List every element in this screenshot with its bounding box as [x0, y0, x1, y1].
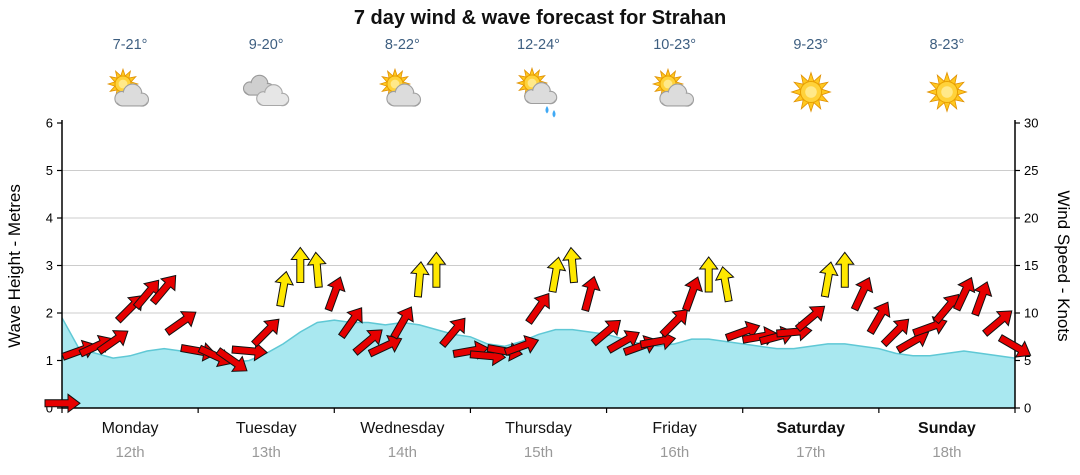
wind-arrow [546, 256, 567, 293]
weather-icon-sun-cloud [651, 67, 694, 107]
wind-arrow [503, 335, 540, 357]
weather-icon-sun [926, 71, 968, 113]
right-axis-tick-label: 20 [1024, 211, 1038, 226]
wind-arrow [290, 246, 311, 283]
weather-icon-sun [790, 71, 832, 113]
left-axis-tick-label: 3 [46, 258, 53, 273]
wind-arrow [581, 275, 601, 312]
day-temperature: 9-20° [248, 37, 284, 53]
left-axis-tick-label: 2 [46, 306, 53, 321]
left-axis-tick-label: 5 [46, 163, 53, 178]
right-axis-tick-label: 30 [1024, 116, 1038, 131]
wind-arrow [794, 305, 826, 333]
left-axis-tick-label: 0 [46, 401, 53, 416]
wind-arrow [215, 347, 248, 372]
wind-arrow [818, 261, 839, 298]
day-date: 13th [251, 444, 281, 461]
weather-icon-sun-cloud-rain [515, 66, 557, 118]
wind-arrow [426, 251, 447, 288]
wind-arrow [231, 341, 268, 362]
wind-arrow [337, 307, 363, 340]
wind-arrow [367, 334, 403, 358]
day-name: Tuesday [235, 420, 297, 437]
day-name: Friday [652, 420, 697, 437]
day-temperature: 12-24° [517, 37, 560, 53]
left-axis-tick-label: 6 [46, 116, 53, 131]
day-temperature: 10-23° [653, 37, 697, 53]
right-axis-tick-label: 5 [1024, 353, 1031, 368]
left-axis-tick-label: 4 [46, 211, 53, 226]
wind-arrow [390, 306, 414, 340]
day-date: 16th [660, 444, 690, 461]
wind-arrow [149, 274, 177, 306]
wave-height-area [62, 317, 1015, 408]
wind-arrow [306, 251, 327, 289]
weather-icon-clouds [243, 74, 290, 107]
wind-arrow [164, 311, 197, 336]
weather-icon-sun-cloud [106, 67, 150, 107]
wind-arrow [834, 251, 855, 288]
right-axis-tick-label: 0 [1024, 401, 1031, 416]
wind-arrow [250, 318, 280, 348]
right-axis-tick-label: 10 [1024, 306, 1038, 321]
wind-arrow [274, 270, 295, 308]
wind-arrow [324, 276, 346, 312]
wind-arrow [982, 310, 1013, 337]
wind-arrow [96, 330, 129, 355]
day-name: Sunday [918, 420, 976, 437]
day-temperature: 8-22° [384, 37, 420, 53]
wind-arrow [132, 279, 160, 310]
wind-arrow [698, 256, 719, 293]
wind-arrow [850, 276, 874, 312]
wind-arrow [952, 276, 976, 312]
wind-arrow [439, 317, 466, 348]
wind-arrow [681, 276, 703, 312]
right-axis-tick-label: 15 [1024, 258, 1038, 273]
day-temperature: 9-23° [793, 37, 829, 53]
day-name: Wednesday [360, 420, 445, 437]
day-name: Monday [101, 420, 159, 437]
wind-arrow [880, 318, 910, 348]
wind-arrow [409, 261, 430, 298]
wind-arrow [971, 281, 993, 317]
chart-title: 7 day wind & wave forecast for Strahan [353, 7, 727, 29]
day-name: Thursday [505, 420, 572, 437]
wind-arrow [352, 329, 383, 356]
wind-arrow [525, 292, 550, 325]
left-axis-tick-label: 1 [46, 353, 53, 368]
wind-arrow [866, 301, 891, 335]
day-temperature: 8-23° [929, 37, 965, 53]
wind-arrow [562, 246, 582, 284]
day-date: 12th [115, 444, 145, 461]
wind-arrow [659, 309, 688, 338]
wind-arrow [590, 319, 622, 347]
weather-icon-sun-cloud [379, 67, 422, 107]
day-date: 14th [387, 444, 417, 461]
day-date: 15th [523, 444, 554, 461]
day-temperature: 7-21° [112, 37, 148, 53]
day-date: 17th [796, 444, 826, 461]
wind-arrow [44, 393, 81, 414]
wind-arrow [997, 334, 1032, 358]
day-name: Saturday [776, 420, 846, 437]
day-date: 18th [932, 444, 962, 461]
wind-arrow [606, 330, 640, 354]
wind-arrow [714, 265, 735, 303]
right-axis-tick-label: 25 [1024, 163, 1038, 178]
